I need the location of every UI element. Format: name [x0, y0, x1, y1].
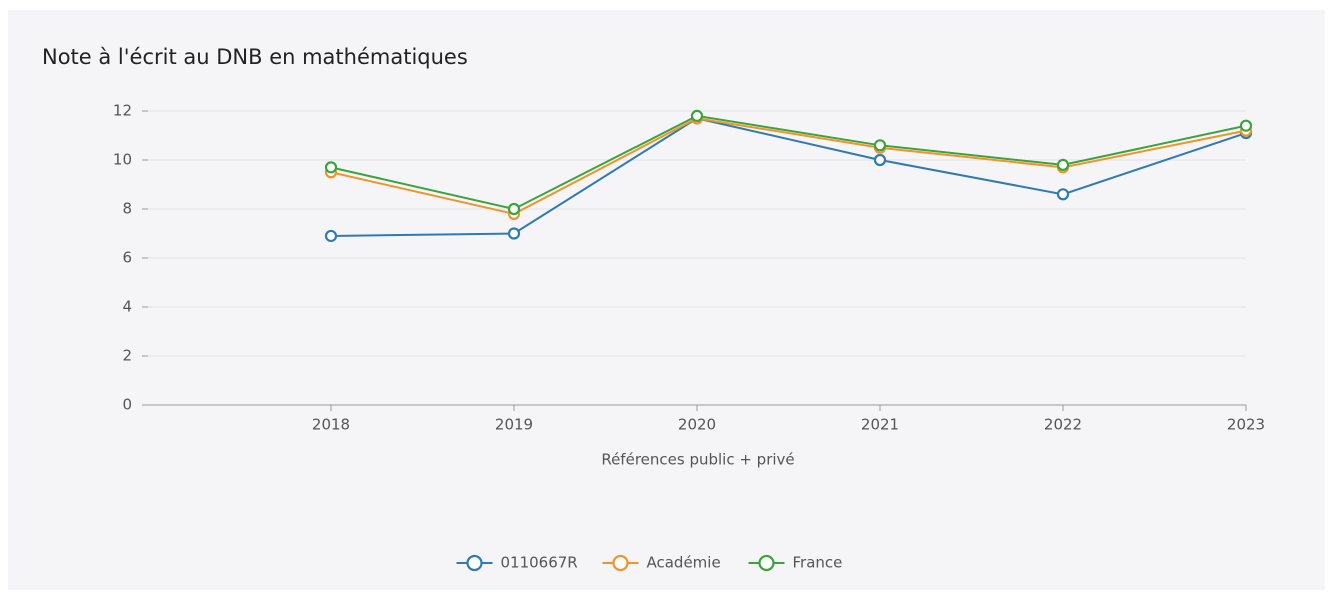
chart-title: Note à l'écrit au DNB en mathématiques: [42, 45, 468, 69]
y-tick-label: 2: [122, 347, 132, 365]
x-tick-label: 2022: [1044, 416, 1082, 434]
chart-background: [8, 10, 1325, 590]
y-tick-label: 4: [122, 298, 132, 316]
legend-marker: [466, 554, 483, 572]
legend-label: France: [793, 554, 843, 572]
data-point: [1239, 119, 1253, 132]
series-line: [330, 114, 1247, 211]
x-axis-label: Références public + privé: [601, 451, 794, 469]
y-tick-label: 12: [113, 102, 132, 120]
y-tick-label: 6: [122, 249, 132, 267]
data-point: [690, 109, 704, 123]
data-point: [1056, 158, 1070, 171]
data-point: [507, 202, 521, 216]
x-tick-label: 2019: [495, 416, 533, 434]
x-tick-label: 2020: [678, 416, 716, 434]
data-point: [324, 229, 338, 243]
legend-marker: [758, 554, 775, 572]
y-tick-label: 0: [122, 396, 132, 414]
legend-label: 0110667R: [501, 554, 578, 572]
data-point: [324, 161, 338, 174]
x-tick-label: 2023: [1227, 416, 1265, 434]
data-point: [507, 227, 521, 240]
x-tick-label: 2018: [312, 416, 350, 434]
legend-label: Académie: [647, 554, 721, 572]
legend-marker: [612, 554, 629, 572]
data-point: [873, 139, 887, 152]
data-point: [1056, 188, 1070, 201]
series-line: [330, 117, 1247, 215]
x-tick-label: 2021: [861, 416, 899, 434]
series-line: [330, 117, 1247, 237]
y-tick-label: 10: [113, 151, 132, 169]
data-point: [873, 153, 887, 167]
y-tick-label: 8: [122, 200, 132, 218]
